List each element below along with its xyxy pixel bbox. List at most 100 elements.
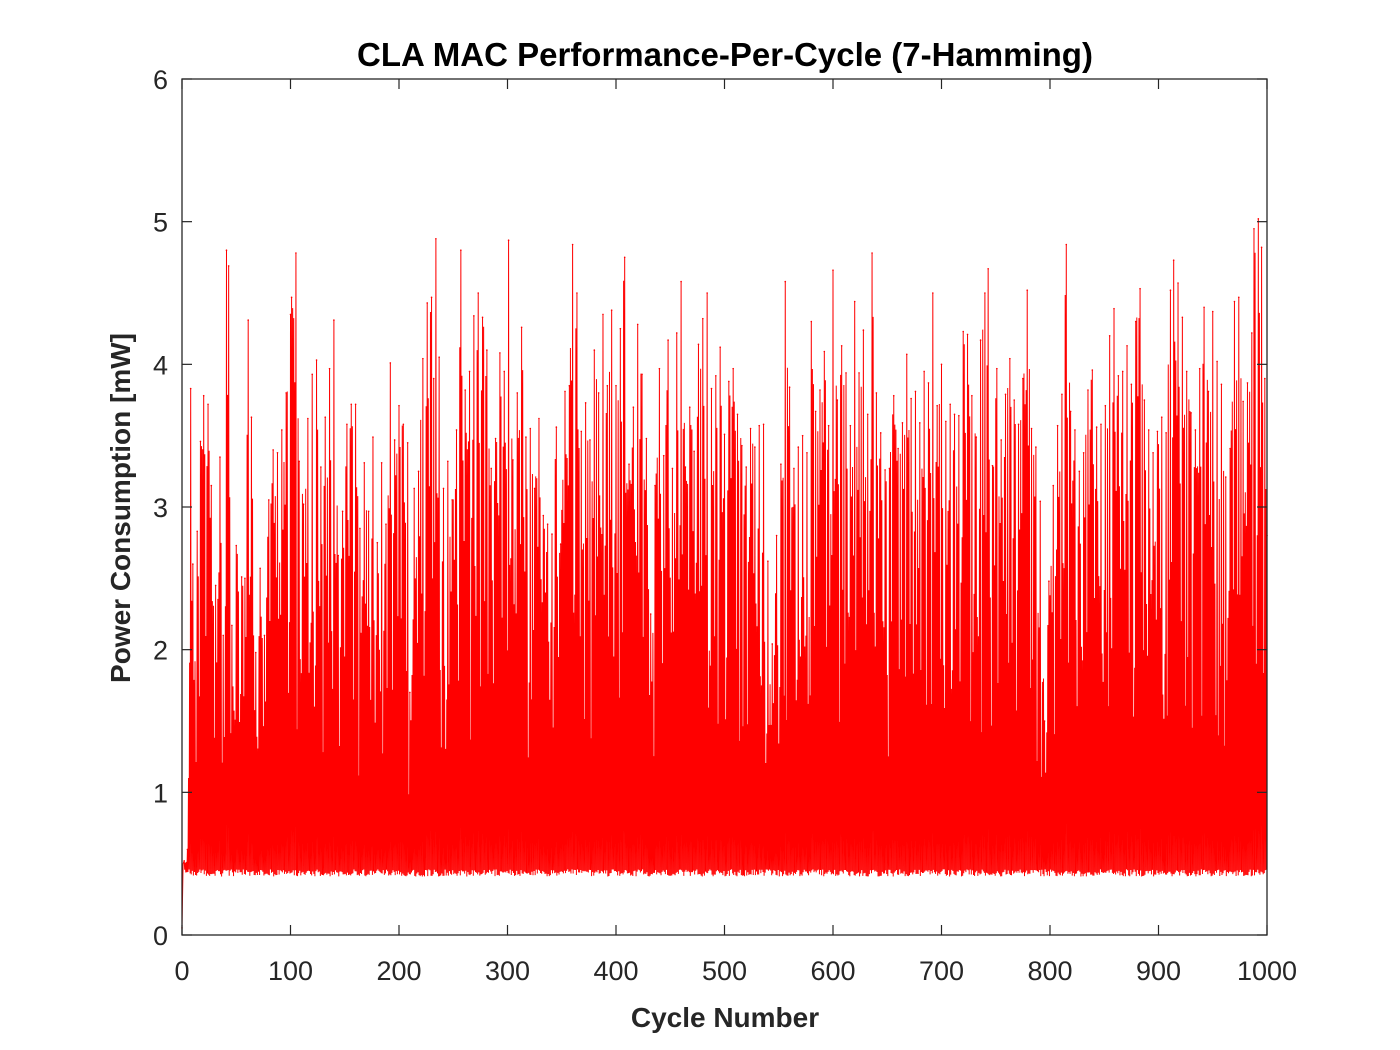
series-peak-point bbox=[1237, 296, 1240, 299]
series-peak-point bbox=[380, 461, 383, 464]
series-peak-point bbox=[409, 691, 411, 694]
series-peak-point bbox=[281, 429, 283, 431]
series-peak-point bbox=[272, 449, 274, 451]
series-peak-point bbox=[619, 327, 622, 330]
series-peak-point bbox=[1152, 451, 1154, 454]
series-peak-point bbox=[432, 377, 435, 380]
series-peak-point bbox=[1074, 429, 1076, 431]
series-peak-point bbox=[684, 466, 687, 468]
series-peak-point bbox=[697, 343, 700, 346]
series-peak-point bbox=[254, 651, 257, 654]
series-peak-point bbox=[1134, 320, 1137, 323]
series-peak-point bbox=[571, 243, 574, 246]
series-peak-point bbox=[771, 643, 774, 645]
series-peak-point bbox=[910, 397, 912, 400]
series-peak-point bbox=[192, 563, 194, 565]
series-peak-point bbox=[801, 434, 804, 437]
series-peak-point bbox=[1069, 410, 1072, 413]
series-peak-point bbox=[606, 384, 609, 387]
series-peak-point bbox=[654, 484, 656, 487]
series-peak-point bbox=[1039, 500, 1042, 503]
series-peak-point bbox=[402, 423, 405, 426]
series-peak-point bbox=[775, 534, 778, 537]
series-peak-point bbox=[827, 424, 830, 427]
series-peak-point bbox=[551, 533, 553, 535]
series-peak-point bbox=[207, 403, 209, 406]
series-peak-point bbox=[183, 860, 185, 862]
series-peak-point bbox=[210, 484, 213, 487]
series-peak-point bbox=[584, 402, 587, 404]
series-peak-point bbox=[542, 514, 545, 517]
series-peak-point bbox=[1220, 383, 1223, 386]
series-peak-point bbox=[732, 367, 734, 370]
series-peak-point bbox=[222, 634, 225, 637]
series-peak-point bbox=[628, 463, 630, 466]
series-peak-point bbox=[473, 315, 475, 317]
series-peak-point bbox=[810, 320, 813, 323]
series-peak-point bbox=[623, 256, 626, 259]
series-peak-point bbox=[675, 332, 678, 334]
series-peak-point bbox=[333, 319, 335, 321]
series-peak-point bbox=[244, 577, 246, 580]
series-peak-point bbox=[1177, 282, 1179, 284]
series-peak-point bbox=[814, 410, 817, 413]
series-peak-point bbox=[767, 560, 769, 563]
series-peak-point bbox=[507, 239, 510, 242]
series-peak-point bbox=[435, 237, 437, 240]
series-peak-point bbox=[564, 390, 566, 393]
series-peak-point bbox=[468, 370, 471, 373]
series-peak-point bbox=[975, 436, 978, 438]
series-peak-point bbox=[710, 387, 713, 390]
series-peak-point bbox=[533, 487, 536, 490]
series-peak-point bbox=[1082, 451, 1085, 454]
ticks-layer: 0 100 200 300 400 500 600 700 800 900 1000 0 1 2 3 4 5 6 bbox=[153, 65, 1297, 986]
series-peak-point bbox=[393, 439, 396, 441]
series-peak-point bbox=[1056, 424, 1059, 427]
x-tick-label: 400 bbox=[593, 956, 638, 986]
series-peak-point bbox=[559, 543, 562, 545]
series-peak-point bbox=[451, 499, 453, 501]
x-tick-label: 300 bbox=[485, 956, 530, 986]
series-peak-point bbox=[189, 387, 192, 390]
series-peak-point bbox=[354, 403, 357, 406]
series-peak-point bbox=[346, 423, 348, 426]
series-peak-point bbox=[1030, 427, 1033, 430]
series-peak-point bbox=[658, 367, 661, 370]
series-peak-point bbox=[406, 442, 409, 444]
series-peak-point bbox=[706, 292, 708, 294]
series-peak-point bbox=[324, 416, 327, 418]
y-tick-label: 1 bbox=[153, 778, 168, 808]
series-peak-point bbox=[1203, 306, 1205, 309]
series-peak-point bbox=[888, 467, 891, 470]
series-peak-point bbox=[1264, 377, 1266, 380]
series-peak-point bbox=[836, 399, 839, 401]
series-peak-point bbox=[715, 374, 717, 377]
x-tick-label: 700 bbox=[919, 956, 964, 986]
series-peak-point bbox=[214, 584, 217, 587]
series-peak-point bbox=[430, 296, 433, 299]
series-peak-point bbox=[341, 510, 344, 513]
series-peak-point bbox=[580, 430, 583, 433]
series-peak-point bbox=[832, 269, 834, 271]
series-peak-point bbox=[745, 466, 747, 468]
series-peak-point bbox=[1147, 429, 1150, 431]
series-peak-point bbox=[490, 467, 493, 470]
x-tick-label: 900 bbox=[1136, 956, 1181, 986]
series-peak-point bbox=[546, 523, 549, 525]
series-peak-point bbox=[1246, 382, 1249, 384]
series-peak-point bbox=[953, 413, 956, 416]
series-peak-point bbox=[919, 422, 921, 424]
series-peak-point bbox=[840, 344, 843, 347]
series-peak-point bbox=[367, 510, 370, 513]
series-peak-point bbox=[307, 417, 309, 420]
series-peak-point bbox=[525, 436, 527, 438]
series-peak-point bbox=[987, 267, 989, 270]
series-peak-point bbox=[593, 349, 596, 351]
series-peak-point bbox=[1257, 218, 1260, 220]
series-peak-point bbox=[1233, 300, 1236, 303]
series-peak-point bbox=[1143, 399, 1146, 401]
series-peak-point bbox=[298, 460, 300, 463]
series-peak-point bbox=[486, 349, 488, 351]
series-peak-point bbox=[688, 406, 691, 408]
series-peak-point bbox=[991, 464, 994, 467]
